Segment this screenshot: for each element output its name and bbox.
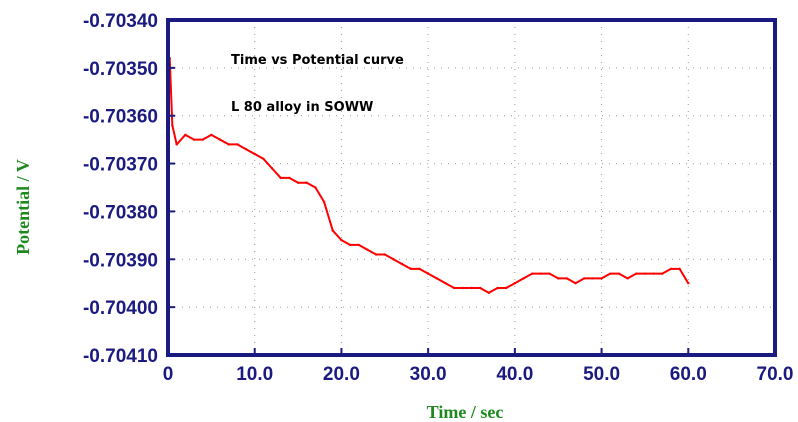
data-point [609, 272, 612, 275]
data-point [600, 277, 603, 280]
data-point [574, 282, 577, 285]
data-point [487, 291, 491, 294]
data-point [409, 267, 412, 271]
data-point [504, 286, 508, 290]
data-point [643, 272, 647, 275]
data-point [227, 143, 230, 146]
data-point [635, 272, 638, 275]
series-layer [166, 57, 690, 294]
grid-lines [168, 20, 775, 355]
data-point [262, 157, 265, 160]
data-point [652, 272, 655, 275]
y-tick-label: -0.70340 [83, 11, 158, 32]
data-point [678, 267, 681, 271]
plot-frame [166, 18, 777, 357]
data-point [305, 181, 308, 184]
data-point [496, 286, 499, 290]
y-axis-label: Potential / V [13, 159, 33, 255]
data-point [591, 277, 595, 280]
data-point [374, 253, 378, 256]
data-point [175, 143, 178, 146]
x-tick-label: 70.0 [757, 364, 794, 385]
data-point [626, 277, 629, 280]
data-point [331, 229, 334, 232]
data-point [171, 124, 174, 127]
y-tick-label: -0.70350 [83, 59, 158, 80]
x-axis-label: Time / sec [427, 402, 504, 422]
y-tick-label: -0.70380 [83, 202, 158, 223]
data-point [522, 277, 525, 280]
x-tick-label: 60.0 [670, 364, 707, 385]
data-point [340, 238, 343, 242]
data-point [557, 277, 560, 280]
annotation-title: Time vs Potential curve [231, 53, 404, 68]
x-tick-label: 10.0 [236, 364, 273, 385]
x-tick-label: 30.0 [410, 364, 447, 385]
x-tick-label: 40.0 [496, 364, 533, 385]
data-point [201, 138, 204, 141]
data-point [539, 272, 543, 275]
x-tick-label: 0 [163, 364, 174, 385]
data-point [210, 133, 213, 137]
data-point [357, 243, 360, 247]
annotation-subtitle: L 80 alloy in SOWW [231, 100, 373, 115]
data-point [435, 277, 439, 280]
data-point [400, 262, 404, 266]
data-point [244, 148, 248, 151]
data-point [513, 282, 517, 285]
data-point [314, 186, 317, 189]
data-point [461, 286, 465, 290]
data-point [565, 277, 569, 280]
data-point [236, 143, 239, 146]
data-point [288, 176, 291, 180]
data-point [383, 253, 386, 256]
data-point [687, 282, 690, 285]
data-point [478, 286, 482, 290]
data-point [531, 272, 534, 275]
data-point [192, 138, 196, 141]
y-tick-label: -0.70390 [83, 250, 158, 271]
data-point [452, 286, 456, 290]
x-tick-label: 20.0 [323, 364, 360, 385]
x-axis: 0 10.0 20.0 30.0 40.0 50.0 60.0 70.0 [163, 348, 794, 385]
data-point [184, 133, 187, 137]
y-tick-label: -0.70410 [83, 346, 158, 367]
x-tick-label: 50.0 [583, 364, 620, 385]
data-point [279, 176, 282, 180]
series-line [167, 57, 690, 294]
y-tick-label: -0.70370 [83, 155, 158, 176]
data-point [322, 200, 326, 204]
data-point [548, 272, 551, 275]
data-point [444, 282, 447, 285]
data-point [470, 286, 473, 290]
y-axis: -0.70340 -0.70350 -0.70360 -0.70370 -0.70380… [83, 11, 175, 367]
data-point [392, 258, 395, 261]
data-point [253, 152, 256, 156]
data-point [366, 248, 369, 251]
y-tick-label: -0.70400 [83, 298, 158, 319]
data-point [669, 267, 673, 271]
data-point [418, 267, 421, 271]
data-point [661, 272, 664, 275]
data-point [426, 272, 430, 275]
data-point [270, 167, 274, 170]
data-point [617, 272, 621, 275]
data-point [296, 181, 300, 184]
y-tick-label: -0.70360 [83, 107, 158, 128]
data-point [348, 243, 352, 247]
data-point [218, 138, 222, 141]
data-point [583, 277, 586, 280]
